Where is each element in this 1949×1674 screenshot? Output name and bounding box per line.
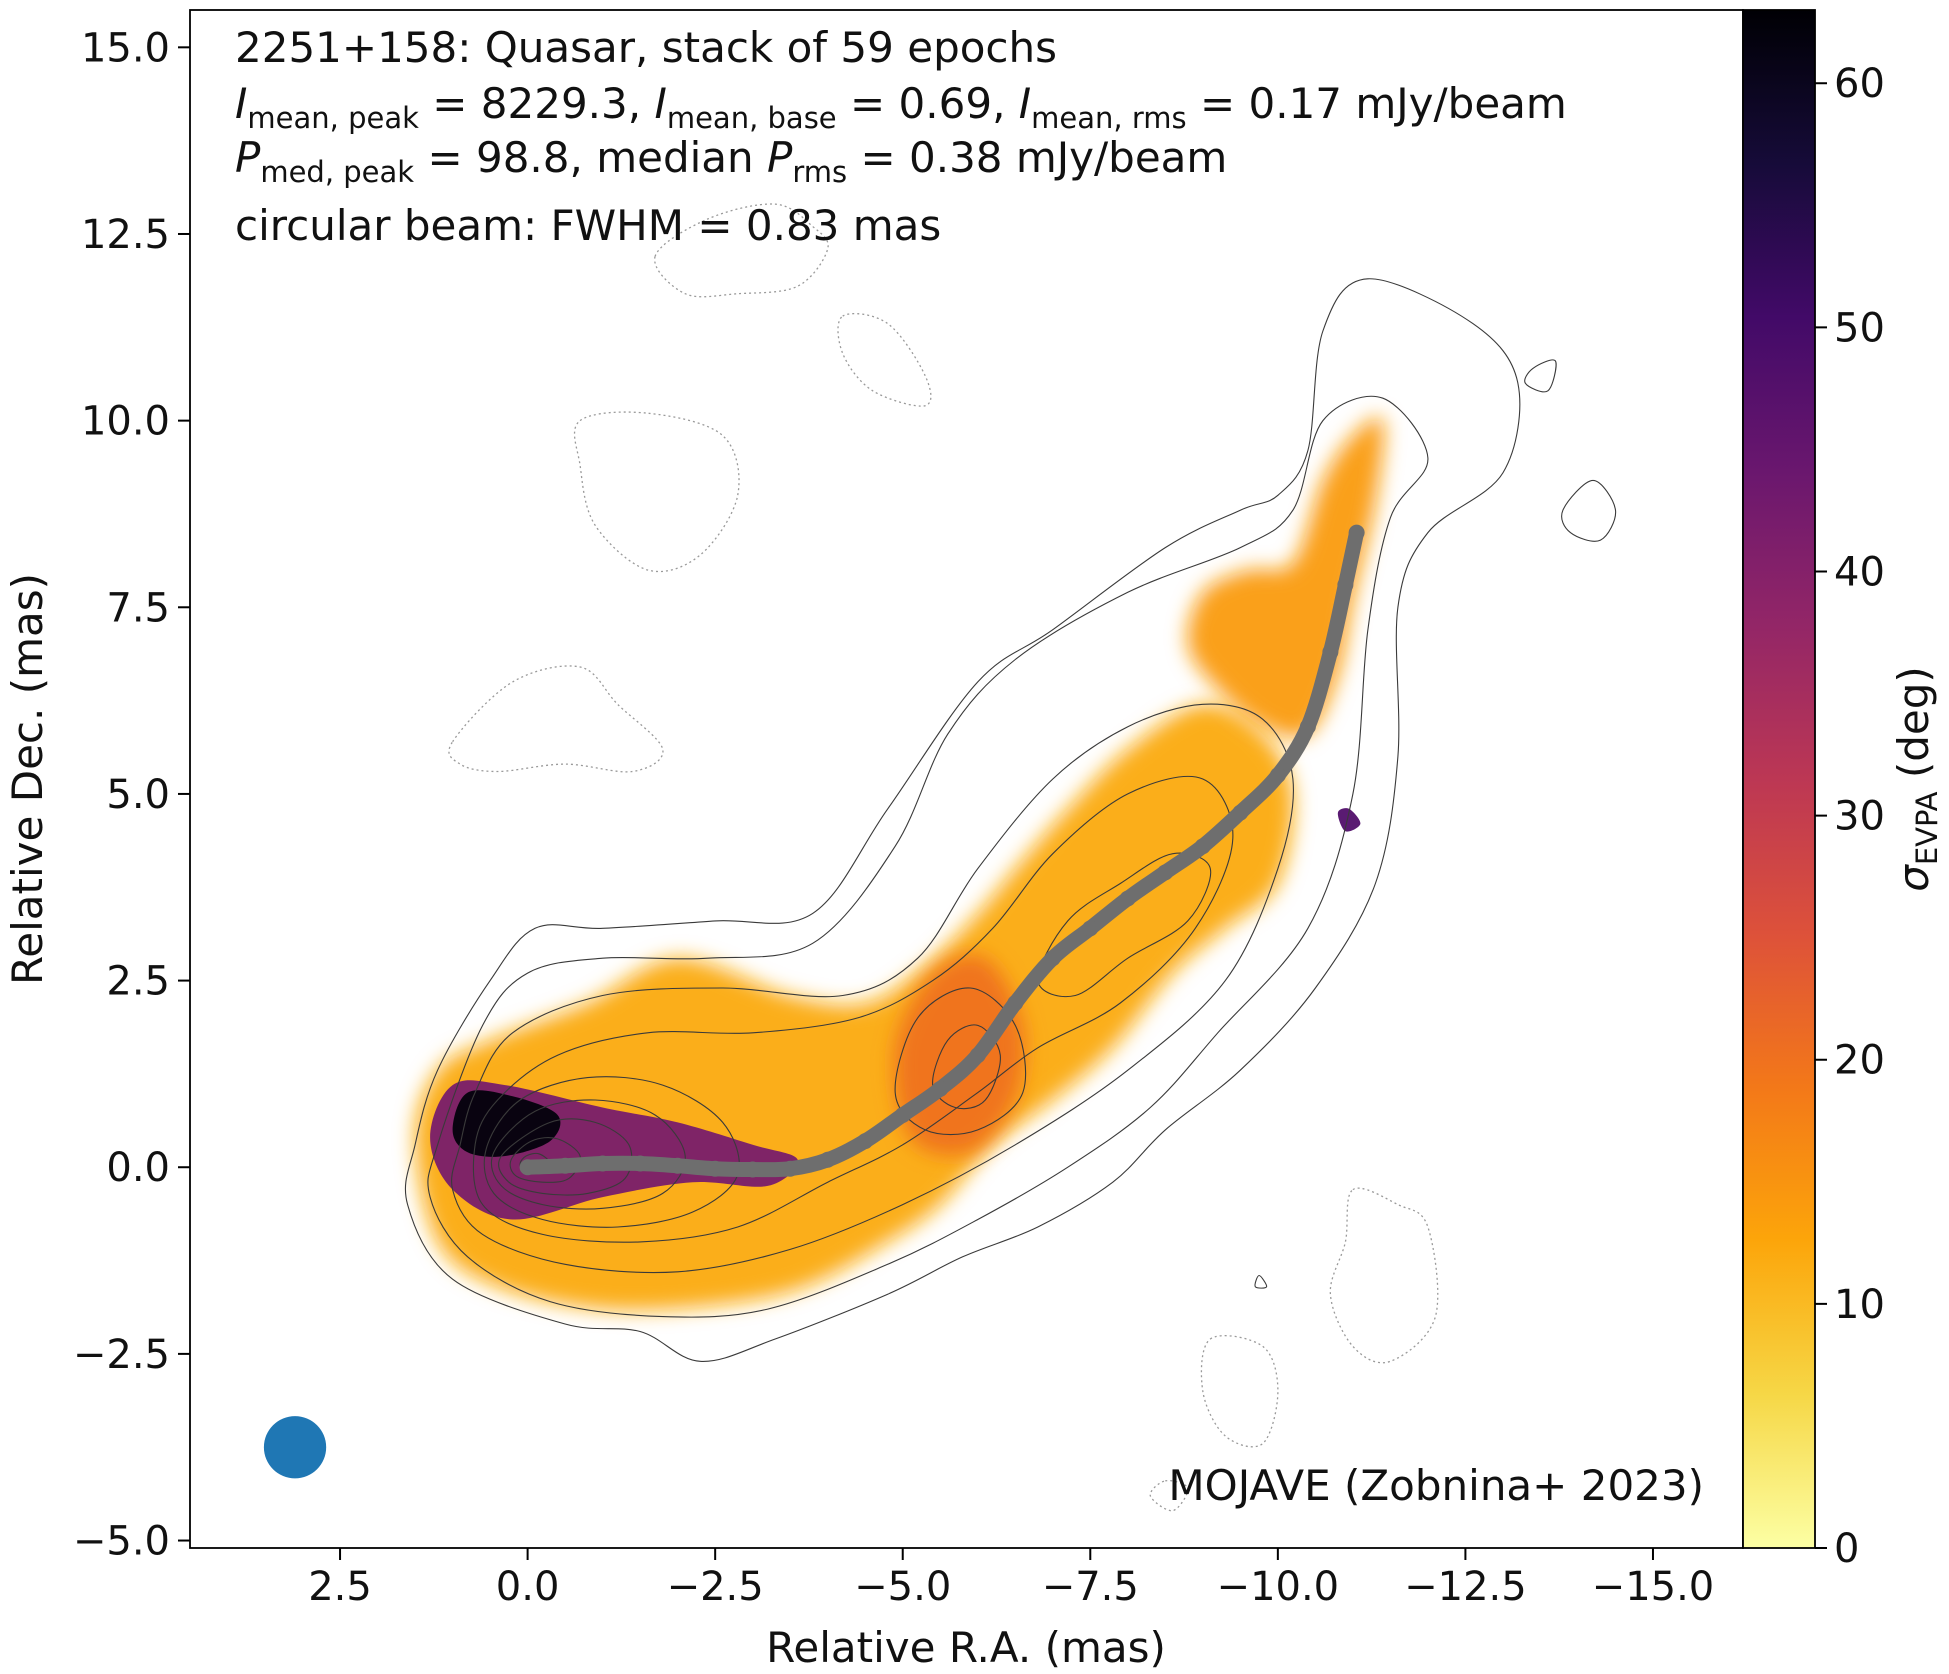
- contour-neg-7: [1149, 1479, 1189, 1512]
- ridgeline-point: [857, 1133, 874, 1150]
- ridgeline-point: [669, 1157, 686, 1174]
- y-tick-label: 10.0: [81, 399, 170, 445]
- y-axis-label: Relative Dec. (mas): [3, 573, 52, 985]
- plot-background: [190, 10, 1743, 1548]
- colorbar-ticks: 0 10 20 30 40 50 60: [1815, 61, 1885, 1572]
- ridgeline-point: [1119, 890, 1136, 907]
- contour-neg-1: [654, 203, 829, 298]
- x-tick-label: −5.0: [854, 1564, 951, 1610]
- x-tick-label: −15.0: [1592, 1564, 1715, 1610]
- colorbar-tick-label: 40: [1834, 549, 1885, 595]
- y-axis-ticks: 15.0 12.5 10.0 7.5 5.0 2.5 0.0 −2.5 −5.0: [73, 25, 190, 1565]
- ridgeline-point: [782, 1160, 799, 1177]
- ridgeline-point: [1194, 838, 1211, 855]
- contour-knot-3: [1037, 852, 1212, 998]
- ridgeline-point: [1322, 644, 1339, 661]
- y-tick-label: 0.0: [106, 1145, 170, 1191]
- contour-neg-6: [1200, 1335, 1279, 1448]
- contour-neg-4: [448, 665, 664, 773]
- x-tick-label: −2.5: [667, 1564, 764, 1610]
- ridgeline-point: [1157, 864, 1174, 881]
- credit-text: MOJAVE (Zobnina+ 2023): [1168, 1461, 1704, 1510]
- ridgeline-point: [932, 1080, 949, 1097]
- y-tick-label: −2.5: [73, 1332, 170, 1378]
- title-line-2: Imean, peak = 8229.3, Imean, base = 0.69…: [235, 79, 1567, 135]
- contour-level-3: [451, 703, 1294, 1274]
- jet-ridgeline: [519, 524, 1365, 1178]
- y-tick-label: 5.0: [106, 772, 170, 818]
- x-tick-label: 2.5: [308, 1564, 372, 1610]
- colorbar-tick-label: 50: [1834, 305, 1885, 351]
- ridgeline-point: [819, 1151, 836, 1168]
- x-tick-label: −7.5: [1042, 1564, 1139, 1610]
- contour-neg-5: [1329, 1187, 1439, 1364]
- y-tick-label: 12.5: [81, 212, 170, 258]
- colorbar: [1742, 9, 1816, 1549]
- ridgeline-point: [1269, 767, 1286, 784]
- contour-level-2: [427, 395, 1429, 1318]
- contour-level-1: [404, 278, 1521, 1362]
- contour-blob-1: [1524, 359, 1557, 393]
- x-tick-label: −12.5: [1404, 1564, 1527, 1610]
- x-axis-ticks: 2.5 0.0 −2.5 −5.0 −7.5 −10.0 −12.5 −15.0: [308, 1548, 1714, 1610]
- isolated-knot: [1337, 808, 1361, 832]
- colorbar-tick-label: 10: [1834, 1282, 1885, 1328]
- ridgeline-point: [1082, 920, 1099, 937]
- colorbar-tick-label: 30: [1834, 794, 1885, 840]
- ridgeline-point: [894, 1106, 911, 1123]
- contour-level-4: [472, 775, 1234, 1243]
- contour-blob-3: [1254, 1274, 1268, 1289]
- ridgeline-point: [1337, 576, 1354, 593]
- plot-content: [263, 203, 1617, 1512]
- beam-ellipse: [263, 1416, 327, 1479]
- colorbar-tick-label: 20: [1834, 1038, 1885, 1084]
- x-tick-label: −10.0: [1217, 1564, 1340, 1610]
- colorbar-tick-label: 0: [1834, 1526, 1859, 1572]
- ridgeline-point: [1007, 994, 1024, 1011]
- contour-knot-1: [894, 987, 1027, 1136]
- ridgeline-point: [707, 1160, 724, 1177]
- ridgeline-point: [632, 1155, 649, 1172]
- ridgeline-point: [557, 1157, 574, 1174]
- title-line-4: circular beam: FWHM = 0.83 mas: [235, 201, 941, 250]
- ridgeline-point: [594, 1155, 611, 1172]
- ridgeline-point: [969, 1047, 986, 1064]
- title-line-3: Pmed, peak = 98.8, median Prms = 0.38 mJ…: [235, 133, 1227, 189]
- y-tick-label: 7.5: [106, 585, 170, 631]
- contour-neg-2: [837, 312, 932, 407]
- ridgeline-point: [1299, 718, 1316, 735]
- ridgeline-point: [1348, 524, 1365, 541]
- ridgeline-point: [744, 1161, 761, 1178]
- y-tick-label: 2.5: [106, 959, 170, 1005]
- contour-level-6: [490, 1099, 686, 1210]
- info-text-block: 2251+158: Quasar, stack of 59 epochs Imea…: [235, 23, 1567, 250]
- x-axis-label: Relative R.A. (mas): [766, 1623, 1166, 1672]
- colorbar-label: σEVPA (deg): [1889, 666, 1944, 892]
- ridgeline-point: [1044, 950, 1061, 967]
- colorbar-tick-label: 60: [1834, 61, 1885, 107]
- contour-level-7: [498, 1118, 633, 1196]
- contour-knot-2: [932, 1024, 1001, 1110]
- x-tick-label: 0.0: [496, 1564, 560, 1610]
- contour-blob-2: [1561, 479, 1617, 542]
- contour-neg-3: [573, 411, 740, 573]
- ridgeline-point: [1232, 804, 1249, 821]
- y-tick-label: 15.0: [81, 25, 170, 71]
- total-intensity-contours: [404, 203, 1617, 1512]
- title-line-1: 2251+158: Quasar, stack of 59 epochs: [235, 23, 1057, 72]
- y-tick-label: −5.0: [73, 1519, 170, 1565]
- ridgeline-point: [519, 1159, 536, 1176]
